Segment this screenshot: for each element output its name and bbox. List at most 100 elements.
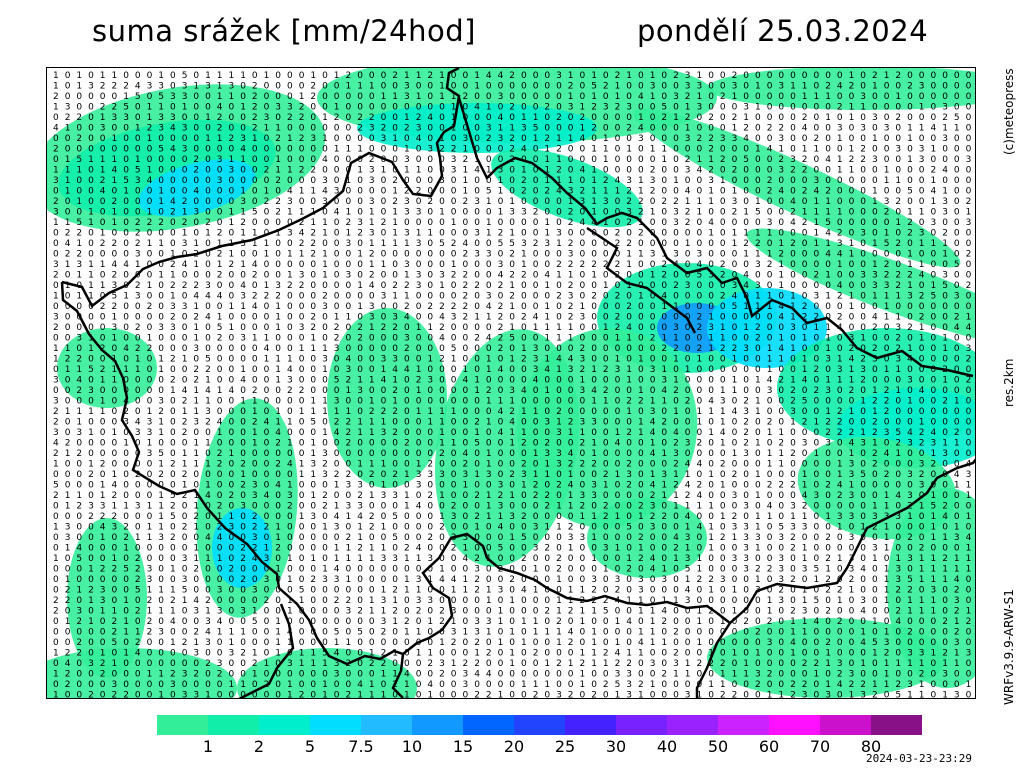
svg-text:0: 0 [580, 155, 586, 165]
svg-text:1: 1 [123, 617, 129, 627]
svg-text:0: 0 [860, 113, 866, 123]
svg-text:0: 0 [287, 565, 293, 575]
svg-text:0: 0 [860, 386, 866, 396]
svg-text:3: 3 [322, 575, 328, 585]
svg-text:1: 1 [849, 103, 855, 113]
svg-text:2: 2 [193, 565, 199, 575]
svg-text:0: 0 [65, 197, 71, 207]
svg-text:0: 0 [357, 659, 363, 669]
svg-text:4: 4 [790, 218, 796, 228]
svg-text:1: 1 [697, 71, 703, 81]
svg-text:1: 1 [626, 281, 632, 291]
svg-text:1: 1 [966, 680, 972, 690]
svg-text:2: 2 [463, 292, 469, 302]
svg-text:3: 3 [685, 596, 691, 606]
svg-text:2: 2 [252, 82, 258, 92]
svg-text:0: 0 [100, 271, 106, 281]
svg-text:2: 2 [404, 439, 410, 449]
svg-text:0: 0 [685, 250, 691, 260]
svg-text:2: 2 [533, 691, 539, 700]
svg-text:0: 0 [310, 365, 316, 375]
svg-text:4: 4 [240, 145, 246, 155]
svg-text:0: 0 [112, 124, 118, 134]
svg-text:3: 3 [498, 166, 504, 176]
svg-text:0: 0 [392, 481, 398, 491]
svg-text:1: 1 [556, 134, 562, 144]
svg-text:0: 0 [88, 134, 94, 144]
svg-text:0: 0 [170, 449, 176, 459]
svg-text:1: 1 [638, 544, 644, 554]
svg-text:3: 3 [860, 271, 866, 281]
svg-text:0: 0 [849, 649, 855, 659]
svg-text:0: 0 [299, 449, 305, 459]
svg-text:0: 0 [802, 323, 808, 333]
svg-text:3: 3 [88, 659, 94, 669]
svg-text:0: 0 [931, 659, 937, 669]
svg-text:0: 0 [580, 281, 586, 291]
svg-text:3: 3 [860, 229, 866, 239]
svg-text:0: 0 [685, 386, 691, 396]
svg-text:2: 2 [697, 344, 703, 354]
svg-text:1: 1 [392, 134, 398, 144]
svg-text:0: 0 [720, 124, 726, 134]
svg-text:1: 1 [907, 691, 913, 700]
svg-text:3: 3 [240, 502, 246, 512]
svg-text:2: 2 [76, 134, 82, 144]
svg-text:0: 0 [357, 134, 363, 144]
svg-text:0: 0 [334, 617, 340, 627]
svg-text:0: 0 [404, 323, 410, 333]
svg-text:0: 0 [919, 365, 925, 375]
svg-text:0: 0 [790, 281, 796, 291]
svg-text:2: 2 [170, 502, 176, 512]
svg-text:2: 2 [895, 680, 901, 690]
legend-tick-label: 7.5 [348, 737, 373, 756]
svg-text:0: 0 [907, 103, 913, 113]
svg-text:4: 4 [697, 260, 703, 270]
svg-text:2: 2 [650, 166, 656, 176]
svg-text:0: 0 [697, 376, 703, 386]
svg-text:2: 2 [790, 607, 796, 617]
svg-text:0: 0 [217, 596, 223, 606]
svg-text:1: 1 [65, 155, 71, 165]
svg-text:3: 3 [942, 134, 948, 144]
svg-text:1: 1 [205, 691, 211, 700]
svg-text:1: 1 [615, 617, 621, 627]
svg-text:1: 1 [521, 617, 527, 627]
svg-text:2: 2 [509, 470, 515, 480]
svg-text:3: 3 [884, 124, 890, 134]
svg-text:0: 0 [580, 323, 586, 333]
svg-text:1: 1 [521, 344, 527, 354]
svg-text:3: 3 [580, 418, 586, 428]
svg-text:1: 1 [697, 638, 703, 648]
svg-text:0: 0 [743, 460, 749, 470]
svg-text:0: 0 [825, 176, 831, 186]
svg-text:0: 0 [369, 565, 375, 575]
svg-text:0: 0 [755, 124, 761, 134]
svg-text:0: 0 [275, 554, 281, 564]
svg-text:0: 0 [860, 407, 866, 417]
svg-text:0: 0 [310, 145, 316, 155]
svg-text:1: 1 [556, 365, 562, 375]
svg-text:0: 0 [229, 197, 235, 207]
svg-text:3: 3 [416, 124, 422, 134]
svg-text:3: 3 [931, 586, 937, 596]
svg-text:2: 2 [53, 596, 59, 606]
svg-text:0: 0 [615, 460, 621, 470]
svg-text:0: 0 [147, 649, 153, 659]
svg-text:1: 1 [439, 82, 445, 92]
svg-text:3: 3 [966, 470, 972, 480]
svg-text:0: 0 [240, 659, 246, 669]
svg-text:0: 0 [966, 124, 972, 134]
svg-text:1: 1 [158, 691, 164, 700]
svg-text:2: 2 [416, 607, 422, 617]
svg-text:3: 3 [591, 491, 597, 501]
svg-text:1: 1 [650, 71, 656, 81]
svg-text:3: 3 [942, 197, 948, 207]
svg-text:0: 0 [626, 439, 632, 449]
svg-text:0: 0 [205, 449, 211, 459]
svg-text:2: 2 [907, 82, 913, 92]
svg-text:0: 0 [322, 481, 328, 491]
svg-text:0: 0 [942, 71, 948, 81]
svg-text:1: 1 [895, 554, 901, 564]
svg-text:0: 0 [170, 239, 176, 249]
